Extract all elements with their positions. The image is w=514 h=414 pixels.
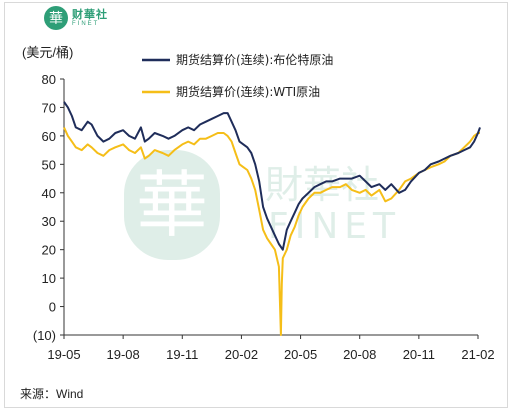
x-tick-label: 19-11 — [166, 347, 198, 362]
watermark-badge — [124, 150, 220, 260]
finet-logo: 華 财華社 FINET — [44, 6, 108, 30]
y-tick-label: 0 — [49, 300, 56, 315]
x-tick-label: 19-05 — [47, 347, 80, 362]
legend-label: 期货结算价(连续):布伦特原油 — [176, 52, 333, 67]
y-tick-label: 70 — [42, 100, 56, 115]
y-tick-label: 10 — [42, 271, 56, 286]
finet-logo-icon: 華 — [44, 6, 68, 30]
y-tick-label: (10) — [33, 328, 56, 343]
source-note: 来源：Wind — [20, 387, 84, 401]
series-line-wti — [63, 126, 480, 336]
y-tick-label: 30 — [42, 214, 56, 229]
watermark-cn: 財華社 — [265, 163, 379, 207]
series-line-brent — [63, 101, 481, 251]
chart-frame — [4, 2, 508, 408]
x-tick-label: 20-05 — [284, 347, 317, 362]
y-tick-label: 60 — [42, 129, 56, 144]
x-tick-label: 20-02 — [225, 347, 258, 362]
watermark-glyph: 華 — [136, 163, 208, 247]
logo-en-text: FINET — [72, 20, 100, 27]
y-tick-label: 20 — [42, 243, 56, 258]
x-tick-label: 19-08 — [107, 347, 140, 362]
axes: 80 70 60 50 40 30 20 10 0 (10) 19-05 19-08 19-11 20-0… — [33, 72, 495, 362]
x-tick-label: 20-08 — [343, 347, 376, 362]
x-tick-label: 20-11 — [403, 347, 435, 362]
y-tick-label: 40 — [42, 186, 56, 201]
logo-cn-text: 财華社 — [72, 8, 108, 21]
watermark: 華 財華社 FINET — [124, 150, 395, 260]
legend-label: 期货结算价(连续):WTI原油 — [176, 84, 320, 99]
y-tick-label: 50 — [42, 157, 56, 172]
y-tick-label: 80 — [42, 72, 56, 87]
x-tick-label: 21-02 — [461, 347, 494, 362]
y-axis-unit: (美元/桶) — [22, 45, 74, 60]
series-lines — [63, 101, 481, 336]
